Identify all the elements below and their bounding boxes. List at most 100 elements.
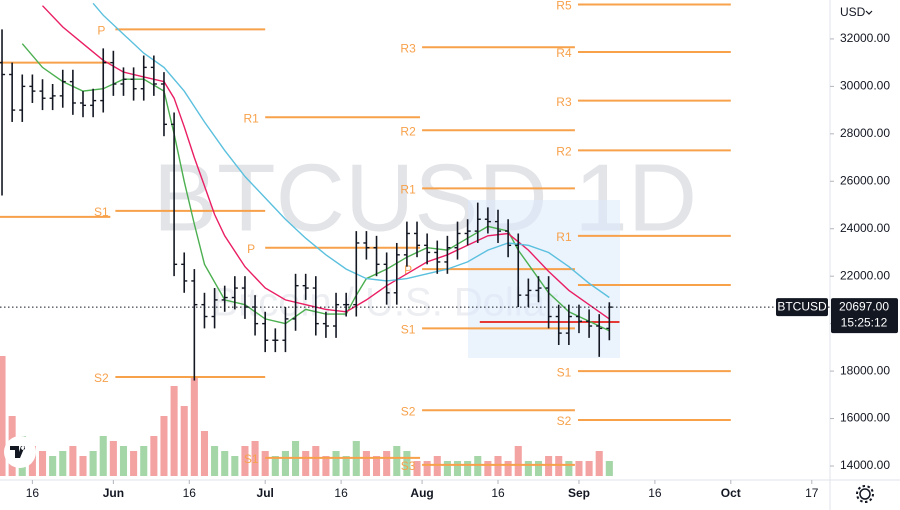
volume-bar [200,431,209,476]
y-tick-label: 18000.00 [840,363,890,377]
volume-bar [332,451,340,476]
pivot-label: S1 [94,205,109,219]
x-tick-label: 16 [183,486,197,500]
volume-bar [453,461,462,476]
volume-bar [312,446,320,476]
volume-bar [221,451,229,476]
pivot-label: R3 [556,95,572,109]
y-tick-label: 22000.00 [840,268,890,282]
volume-bar [119,446,128,476]
gear-ring[interactable] [859,488,871,500]
currency-label[interactable]: USD [840,5,866,19]
last-price-label: 20697.00 [839,299,889,313]
pivot-label: S1 [244,452,259,466]
y-tick-label: 28000.00 [840,126,890,140]
x-tick-label: 16 [491,486,505,500]
x-tick-label: 16 [26,486,40,500]
volume-bar [342,456,350,476]
volume-bar [38,451,47,476]
x-tick-label: 16 [648,486,662,500]
volume-bar [443,461,451,476]
pivot-label: P [247,242,255,256]
y-tick-label: 26000.00 [840,173,890,187]
volume-bar [302,451,310,476]
volume-bar [484,461,492,476]
pivot-label: R2 [400,124,416,138]
volume-bar [524,461,532,476]
volume-bar [180,406,188,476]
y-tick-label: 32000.00 [840,31,890,45]
volume-bar [595,451,603,476]
volume-bar [605,461,613,476]
volume-bar [79,456,87,476]
volume-bar [241,446,249,476]
currency-chevron[interactable] [865,10,873,15]
price-badge [831,298,898,334]
logo [4,436,36,468]
volume-bar [69,446,77,476]
volume-bar [281,451,289,476]
plot-layer: P S1 S2 R1 P S1 R3 R2 R1 P S1 S2 S3 R5 R4 R3 R2 R1 S1 S2 [0,0,731,476]
volume-bar [190,376,198,476]
volume-profile-box [468,200,620,358]
pivot-label: R1 [400,183,416,197]
volume-bar [575,461,583,476]
x-tick-label: 17 [805,486,819,500]
y-tick-label: 30000.00 [840,79,890,93]
gear-teeth[interactable] [856,485,874,503]
pivot-label: P [97,24,105,38]
volume-bar [0,356,6,476]
volume-bar [585,461,593,476]
volume-bar [231,456,239,476]
x-tick-label: Oct [721,486,741,500]
volume-bar [109,441,117,476]
countdown: 15:25:12 [841,315,888,329]
volume-bar [160,416,168,476]
volume-bar [433,456,441,476]
volume-bar [565,461,573,476]
pivot-label: R4 [556,46,572,60]
x-tick-label: 16 [334,486,348,500]
pivot-label: S1 [401,323,416,337]
pivot-label: R1 [556,230,572,244]
volume-bar [211,446,219,476]
y-tick-label: 16000.00 [840,411,890,425]
x-tick-label: Sep [568,486,590,500]
volume-bar [545,456,553,476]
pivot-label: S2 [557,414,572,428]
x-tick-label: Jun [103,486,124,500]
volume-bar [514,446,522,476]
pivot-label: R1 [244,111,260,125]
volume-bar [555,456,563,476]
y-tick-label: 24000.00 [840,221,890,235]
volume-bar [403,451,411,476]
x-tick-label: Aug [410,486,433,500]
pivot-label: S2 [94,371,109,385]
settings-button[interactable] [856,485,874,503]
volume-bar [150,436,158,476]
symbol-label: BTCUSD [777,299,827,313]
volume-bar [393,446,401,476]
volume-bar [251,441,259,476]
volume-bar [383,451,391,476]
volume-bar [372,456,381,476]
pivot-label: S2 [401,404,416,418]
volume-bar [423,461,431,476]
volume-bar [99,436,107,476]
volume-bar [59,451,67,476]
volume-bar [322,456,330,476]
pivot-label: R5 [556,0,572,13]
pivot-label: R2 [556,145,572,159]
volume-bar [130,451,138,476]
volume-bar [140,446,148,476]
volume-bar [474,456,482,476]
volume-bar [170,386,178,476]
pivot-label: S1 [557,365,572,379]
logo-mark [10,446,26,458]
volume-bar [89,451,97,476]
volume-bar [464,461,472,476]
pivot-label: R3 [400,41,416,55]
volume-bar [261,451,269,476]
